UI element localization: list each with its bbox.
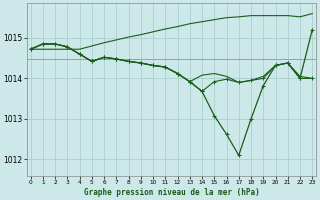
X-axis label: Graphe pression niveau de la mer (hPa): Graphe pression niveau de la mer (hPa): [84, 188, 259, 197]
